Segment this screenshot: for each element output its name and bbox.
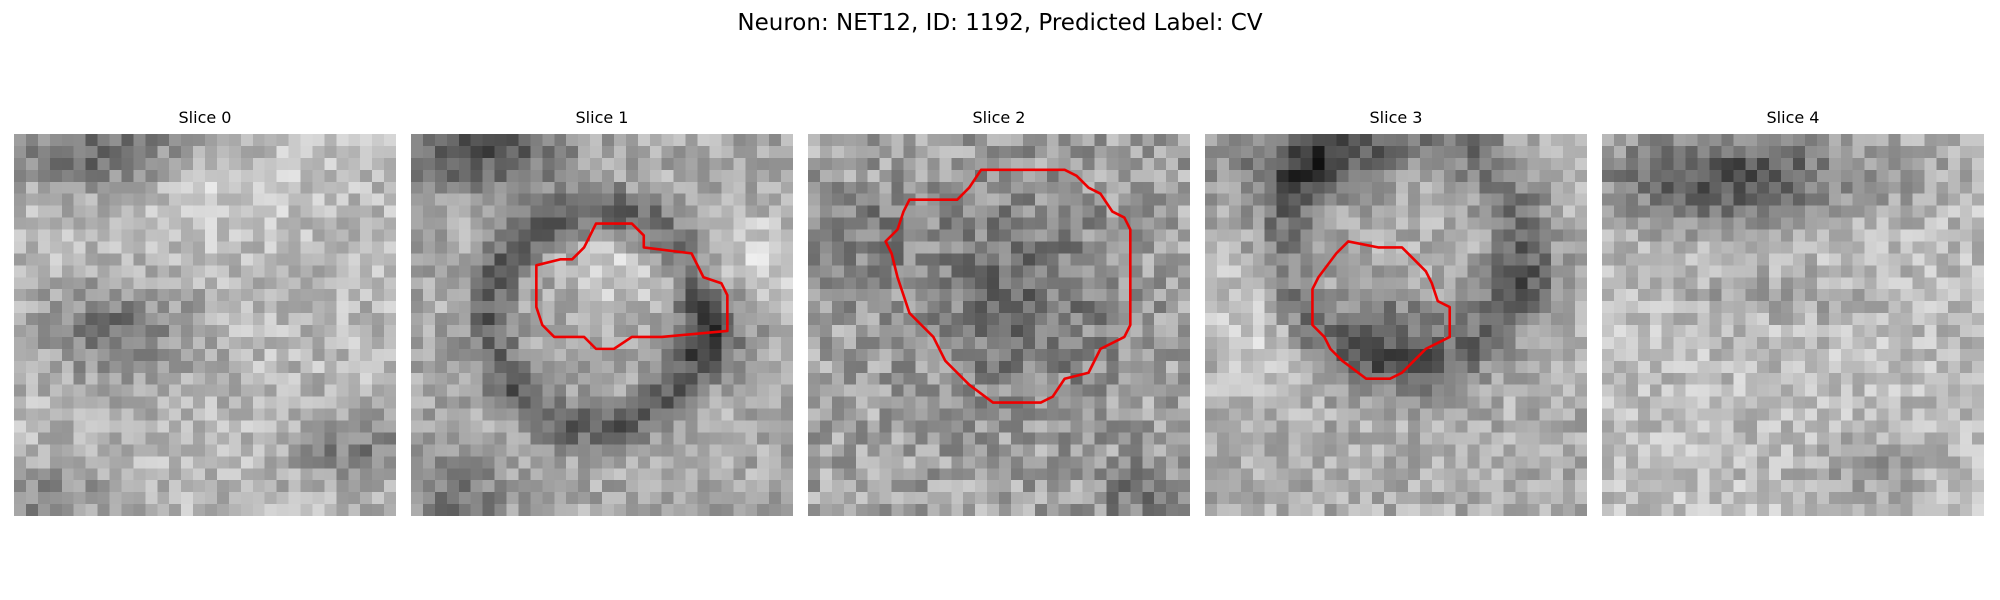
slice-title: Slice 4: [1766, 108, 1820, 127]
slice-panel-2: Slice 2: [808, 108, 1190, 516]
mask-contour: [886, 170, 1131, 403]
slice-image: [1602, 134, 1984, 516]
figure-title: Neuron: NET12, ID: 1192, Predicted Label…: [737, 10, 1263, 36]
slice-image: [14, 134, 396, 516]
contour-overlay: [1205, 134, 1587, 516]
slice-panel-0: Slice 0: [14, 108, 396, 516]
slice-image: [808, 134, 1190, 516]
slice-title: Slice 3: [1369, 108, 1423, 127]
mask-contour: [1312, 241, 1449, 378]
contour-overlay: [14, 134, 396, 516]
slice-panel-1: Slice 1: [411, 108, 793, 516]
contour-overlay: [1602, 134, 1984, 516]
slice-image: [411, 134, 793, 516]
slice-title: Slice 1: [575, 108, 629, 127]
slice-panel-3: Slice 3: [1205, 108, 1587, 516]
slice-title: Slice 2: [972, 108, 1026, 127]
slice-panel-4: Slice 4: [1602, 108, 1984, 516]
contour-overlay: [808, 134, 1190, 516]
mask-contour: [536, 224, 727, 349]
slice-title: Slice 0: [178, 108, 232, 127]
slice-image: [1205, 134, 1587, 516]
contour-overlay: [411, 134, 793, 516]
